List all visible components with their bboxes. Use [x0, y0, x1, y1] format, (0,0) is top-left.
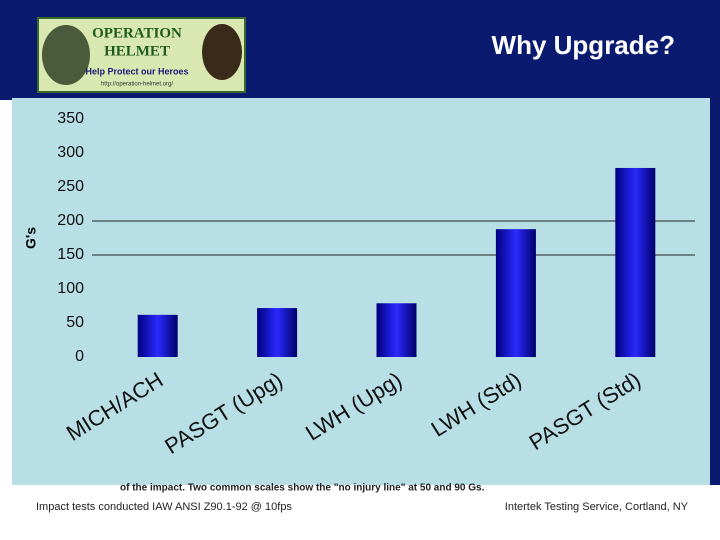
- logo-text: OPERATION: [92, 25, 182, 41]
- logo-text: HELMET: [104, 43, 170, 59]
- y-tick-label: 0: [75, 348, 84, 365]
- y-axis-label: G's: [23, 227, 39, 249]
- logo-helmet: [42, 25, 90, 85]
- bar: [376, 303, 417, 357]
- chart-area: [12, 98, 710, 485]
- logo-url: http://operation-helmet.org/: [101, 82, 173, 88]
- bar: [257, 308, 298, 357]
- y-tick-label: 350: [57, 110, 84, 127]
- footnote-right: Intertek Testing Service, Cortland, NY: [505, 501, 689, 513]
- footnote-left: Impact tests conducted IAW ANSI Z90.1-92…: [36, 501, 292, 513]
- logo-helmet: [202, 24, 242, 80]
- y-tick-label: 300: [57, 144, 84, 161]
- slide-title: Why Upgrade?: [492, 30, 675, 60]
- y-tick-label: 200: [57, 212, 84, 229]
- logo-tagline: Help Protect our Heroes: [85, 66, 188, 76]
- y-tick-label: 150: [57, 246, 84, 263]
- bar: [495, 229, 536, 357]
- bar: [137, 314, 178, 357]
- y-tick-label: 100: [57, 280, 84, 297]
- bar: [615, 167, 656, 357]
- caption: of the impact. Two common scales show th…: [120, 483, 485, 494]
- y-tick-label: 250: [57, 178, 84, 195]
- y-tick-label: 50: [66, 314, 84, 331]
- logo: OPERATION HELMET Help Protect our Heroes…: [37, 17, 246, 93]
